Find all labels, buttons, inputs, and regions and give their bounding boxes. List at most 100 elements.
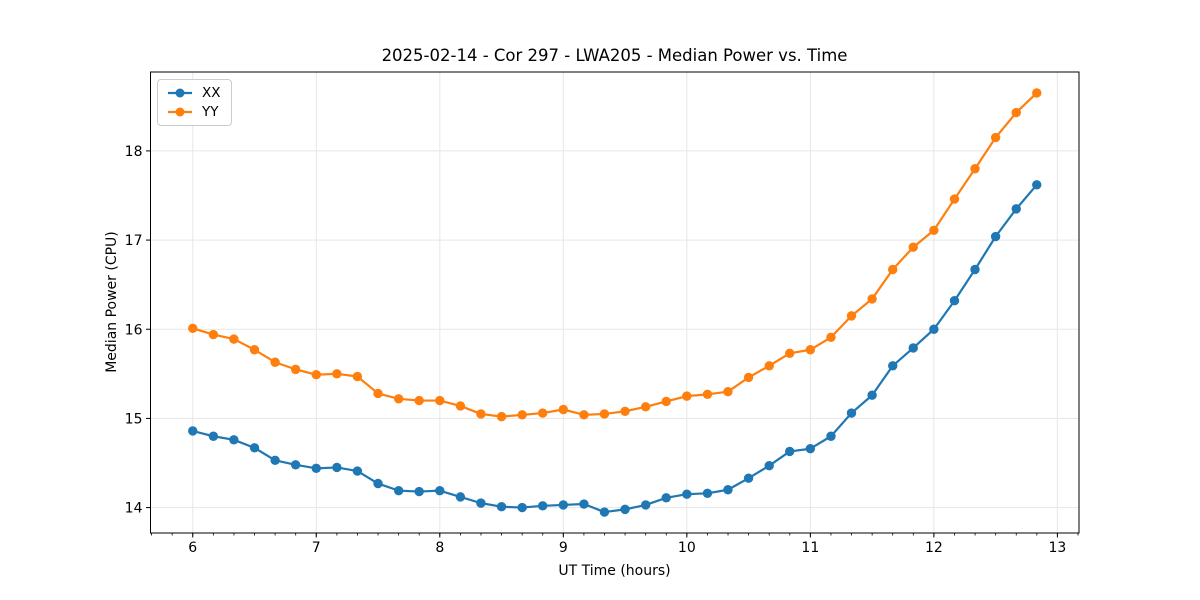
series-yy-marker bbox=[805, 345, 816, 355]
series-yy-marker bbox=[311, 370, 321, 380]
series-xx-marker bbox=[352, 466, 363, 476]
series-xx-marker bbox=[229, 435, 239, 445]
x-tick-label: 11 bbox=[801, 540, 819, 556]
series-xx-marker bbox=[949, 296, 960, 306]
series-yy-line bbox=[192, 92, 1038, 418]
series-yy-marker bbox=[826, 332, 836, 342]
y-tick-label: 17 bbox=[125, 233, 143, 249]
legend-label-yy: YY bbox=[202, 104, 219, 120]
x-tick-label: 6 bbox=[188, 540, 197, 556]
series-xx-marker bbox=[414, 486, 424, 497]
series-xx-marker bbox=[393, 485, 404, 496]
series-yy-marker bbox=[270, 357, 280, 367]
series-yy-marker bbox=[496, 411, 507, 422]
series-yy-marker bbox=[249, 345, 260, 355]
series-yy-marker bbox=[537, 408, 548, 418]
series-yy-marker bbox=[867, 294, 877, 304]
series-yy-marker bbox=[352, 371, 363, 382]
series-xx-marker bbox=[867, 390, 877, 400]
series-xx-marker bbox=[743, 473, 754, 483]
series-yy-marker bbox=[929, 225, 939, 235]
series-xx-marker bbox=[435, 485, 445, 496]
series-yy-marker bbox=[208, 329, 219, 340]
series-xx-marker bbox=[599, 507, 610, 517]
y-tick-label: 16 bbox=[125, 322, 143, 338]
series-yy-marker bbox=[970, 164, 980, 174]
series-xx-marker bbox=[702, 488, 713, 499]
series-yy-marker bbox=[949, 194, 960, 204]
series-xx-marker bbox=[455, 492, 466, 502]
y-tick-label: 18 bbox=[125, 144, 143, 160]
series-yy-marker bbox=[682, 391, 692, 401]
series-yy-marker bbox=[888, 264, 898, 275]
series-xx-marker bbox=[496, 501, 507, 512]
series-xx-marker bbox=[537, 501, 548, 511]
series-yy-marker bbox=[290, 364, 301, 375]
series-yy-marker bbox=[785, 348, 795, 359]
series-yy-marker bbox=[1011, 107, 1021, 118]
series-yy-marker bbox=[723, 386, 733, 397]
series-yy-marker bbox=[558, 404, 569, 415]
legend-marker-yy-icon bbox=[168, 107, 192, 117]
x-tick-label: 10 bbox=[678, 540, 696, 556]
series-yy-marker bbox=[188, 323, 198, 334]
legend-label-xx: XX bbox=[202, 85, 221, 101]
series-yy-marker bbox=[908, 242, 918, 252]
series-xx-marker bbox=[620, 504, 630, 515]
y-tick-label: 15 bbox=[125, 411, 143, 427]
series-yy-marker bbox=[620, 406, 630, 416]
series-xx-marker bbox=[785, 446, 795, 457]
series-yy-marker bbox=[373, 388, 383, 399]
x-tick-label: 7 bbox=[312, 540, 321, 556]
x-tick-label: 8 bbox=[435, 540, 444, 556]
series-xx-marker bbox=[908, 343, 918, 353]
series-xx-marker bbox=[373, 478, 383, 489]
legend-item-yy: YY bbox=[166, 104, 221, 120]
series-xx-marker bbox=[476, 498, 486, 508]
series-xx-marker bbox=[846, 408, 857, 418]
series-yy-marker bbox=[517, 410, 527, 420]
series-yy-marker bbox=[640, 402, 651, 412]
legend: XX YY bbox=[157, 79, 232, 126]
series-yy-marker bbox=[435, 395, 445, 406]
series-xx-marker bbox=[290, 460, 301, 470]
y-tick-label: 14 bbox=[125, 501, 143, 517]
series-xx-marker bbox=[579, 499, 589, 509]
series-xx-marker bbox=[805, 444, 816, 454]
series-xx-marker bbox=[1032, 180, 1042, 190]
series-xx-marker bbox=[517, 502, 527, 513]
series-xx-marker bbox=[311, 463, 321, 474]
series-yy-marker bbox=[599, 409, 610, 419]
series-xx-marker bbox=[990, 231, 1001, 242]
series-yy-marker bbox=[393, 394, 404, 404]
series-xx-marker bbox=[970, 264, 980, 275]
plot-spines bbox=[150, 71, 1080, 534]
series-yy-marker bbox=[476, 409, 486, 419]
series-yy-marker bbox=[743, 372, 754, 383]
legend-item-xx: XX bbox=[166, 85, 221, 101]
series-yy-marker bbox=[846, 311, 857, 321]
x-tick-label: 13 bbox=[1048, 540, 1066, 556]
series-yy-marker bbox=[764, 361, 774, 371]
series-yy-marker bbox=[1032, 88, 1042, 98]
chart-title: 2025-02-14 - Cor 297 - LWA205 - Median P… bbox=[381, 46, 848, 65]
series-xx-marker bbox=[332, 462, 342, 473]
series-xx-marker bbox=[826, 431, 836, 441]
series-xx-marker bbox=[188, 426, 198, 436]
series-yy-marker bbox=[579, 410, 589, 420]
x-tick-label: 9 bbox=[559, 540, 568, 556]
series-yy-marker bbox=[702, 389, 713, 400]
series-yy-marker bbox=[661, 396, 671, 407]
x-tick-label: 12 bbox=[925, 540, 943, 556]
legend-marker-xx-icon bbox=[168, 88, 192, 98]
series-xx-marker bbox=[682, 489, 692, 499]
series-xx-marker bbox=[661, 493, 671, 503]
series-xx-marker bbox=[270, 455, 280, 466]
series-yy-marker bbox=[455, 401, 466, 411]
series-xx-marker bbox=[558, 500, 569, 510]
series-yy-marker bbox=[332, 369, 342, 379]
series-yy-marker bbox=[229, 334, 239, 344]
series-xx-marker bbox=[723, 485, 733, 495]
